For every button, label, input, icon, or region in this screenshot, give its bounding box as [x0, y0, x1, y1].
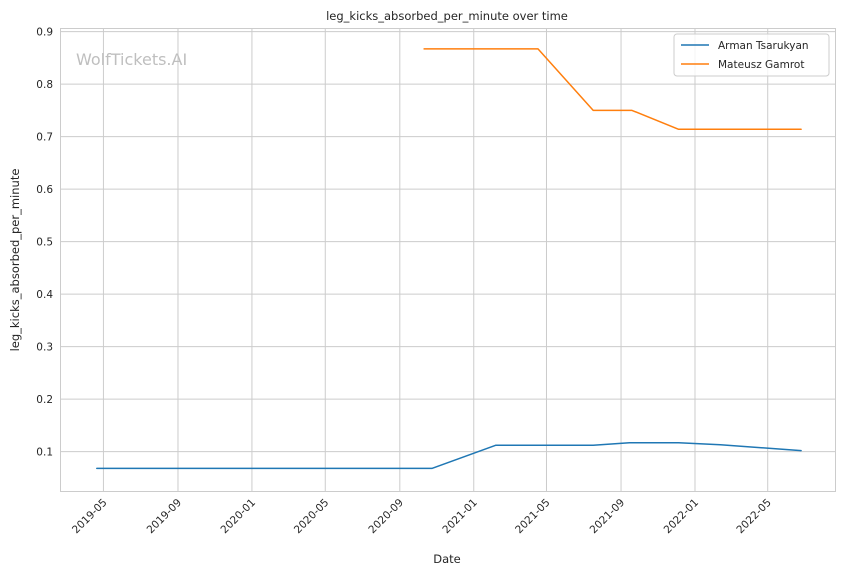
- x-axis-label: Date: [433, 552, 461, 566]
- y-tick-label: 0.7: [36, 132, 53, 144]
- grid: [61, 29, 835, 491]
- y-tick-label: 0.9: [36, 27, 53, 39]
- legend-label-arman-tsarukyan: Arman Tsarukyan: [718, 40, 809, 52]
- plot-frame: [60, 28, 836, 492]
- y-axis-label: leg_kicks_absorbed_per_minute: [8, 169, 22, 352]
- y-tick-label: 0.8: [36, 79, 53, 91]
- legend-box: [673, 33, 830, 77]
- chart-title: leg_kicks_absorbed_per_minute over time: [326, 9, 568, 23]
- series-lines: [96, 48, 802, 470]
- y-tick-label: 0.5: [36, 237, 53, 249]
- y-tick-label: 0.3: [36, 342, 53, 354]
- legend-label-mateusz-gamrot: Mateusz Gamrot: [718, 59, 804, 71]
- y-axis-ticks: 0.1 0.2 0.3 0.4 0.5 0.6 0.7 0.8 0.9: [36, 27, 53, 459]
- legend: Arman Tsarukyan Mateusz Gamrot: [673, 33, 830, 77]
- series-line-arman-tsarukyan: [96, 441, 802, 470]
- y-tick-label: 0.2: [36, 394, 53, 406]
- series-line-mateusz-gamrot: [423, 48, 802, 131]
- y-tick-label: 0.1: [36, 447, 53, 459]
- y-tick-label: 0.6: [36, 184, 53, 196]
- y-tick-label: 0.4: [36, 289, 53, 301]
- watermark: WolfTickets.AI: [76, 50, 187, 69]
